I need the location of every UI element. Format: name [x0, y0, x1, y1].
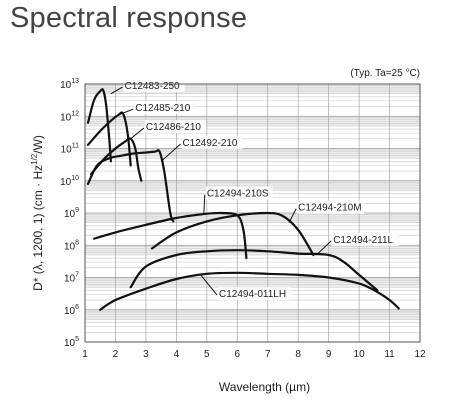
- leader-line-c12494-011lh: [200, 274, 218, 296]
- annotation-label-c12485-210: C12485-210: [135, 103, 190, 114]
- condition-note: (Typ. Ta=25 °C): [350, 68, 420, 79]
- y-tick-label: 1010: [60, 175, 79, 188]
- x-tick-label: 4: [174, 349, 180, 360]
- y-tick-exp: 8: [75, 239, 79, 246]
- series-line-c12486-210: [90, 137, 143, 182]
- y-tick-exp: 13: [71, 78, 79, 85]
- x-tick-label: 5: [204, 349, 210, 360]
- y-axis-label-post: , 1200, 1) (cm · Hz: [31, 165, 45, 264]
- x-tick-label: 7: [265, 349, 271, 360]
- y-tick-base: 10: [64, 241, 76, 252]
- annotation-label-c12486-210: C12486-210: [146, 122, 201, 133]
- annotation-bg-c12485-210: [134, 101, 196, 115]
- series-line-c12492-210: [86, 149, 175, 223]
- y-axis-label: D* (λ, 1200, 1) (cm · Hz1/2/W): [30, 135, 45, 291]
- annotation-label-c12483-250: C12483-250: [125, 81, 180, 92]
- x-tick-label: 11: [384, 349, 395, 360]
- y-tick-label: 1013: [60, 78, 79, 91]
- annotation-bg-c12494-210m: [297, 200, 365, 214]
- annotation-bg-c12492-210: [181, 136, 243, 150]
- annotation-label-c12492-210: C12492-210: [182, 138, 237, 149]
- series-line-c12494-011lh: [99, 271, 400, 311]
- leader-line-c12494-210m: [288, 208, 297, 223]
- y-tick-base: 10: [64, 209, 76, 220]
- y-tick-base: 10: [61, 145, 73, 156]
- y-tick-label: 1012: [60, 110, 79, 123]
- y-axis-label-lambda: λ: [31, 264, 45, 270]
- annotation-bg-c12494-211l: [332, 232, 400, 246]
- y-tick-label: 107: [64, 272, 79, 285]
- y-tick-exp: 11: [72, 143, 79, 150]
- x-tick-label: 10: [354, 349, 366, 360]
- leader-line-c12494-210s: [203, 194, 206, 215]
- y-tick-label: 1011: [61, 143, 79, 156]
- y-tick-base: 10: [60, 80, 72, 91]
- y-tick-exp: 12: [71, 110, 79, 117]
- x-axis-label: Wavelength (µm): [219, 380, 310, 394]
- axes: 1 2 3 4 5 6 7 8 9 10 11 121051061071081091010101110…: [60, 78, 426, 360]
- page-title: Spectral response: [10, 2, 248, 34]
- annotation-layer: C12483-250 C12485-210 C12486-210 C12492-210…: [110, 79, 400, 301]
- x-tick-label: 6: [234, 349, 240, 360]
- y-tick-exp: 5: [75, 336, 79, 343]
- x-tick-label: 9: [326, 349, 332, 360]
- annotation-bg-c12494-210s: [205, 186, 273, 200]
- annotation-bg-c12486-210: [144, 119, 206, 133]
- series-line-c12494-210s: [93, 211, 248, 260]
- series-line-c12494-210m: [150, 211, 315, 257]
- y-axis-label-end: /W): [31, 135, 45, 154]
- y-tick-base: 10: [64, 338, 76, 349]
- y-axis-label-sup: 1/2: [30, 153, 39, 165]
- x-tick-label: 8: [295, 349, 301, 360]
- leader-line-c12492-210: [160, 143, 181, 162]
- y-tick-label: 109: [64, 207, 79, 220]
- x-tick-label: 3: [143, 349, 149, 360]
- series-line-c12494-211l: [129, 249, 379, 292]
- leader-line-c12486-210: [130, 127, 145, 140]
- series-line-c12483-250: [86, 88, 112, 163]
- y-tick-exp: 10: [71, 175, 79, 182]
- annotation-bg-c12483-250: [123, 79, 185, 93]
- y-tick-label: 105: [64, 336, 79, 349]
- y-tick-label: 108: [64, 239, 79, 252]
- annotation-label-c12494-210m: C12494-210M: [298, 203, 361, 214]
- leader-line-c12483-250: [110, 86, 123, 95]
- y-tick-exp: 6: [75, 304, 79, 311]
- annotation-bg-c12494-011lh: [218, 287, 291, 301]
- series-lines: [86, 88, 400, 311]
- y-tick-base: 10: [60, 177, 72, 188]
- annotation-label-c12494-211l: C12494-211L: [333, 235, 393, 246]
- y-tick-base: 10: [60, 112, 72, 123]
- x-tick-label: 2: [113, 349, 119, 360]
- y-tick-base: 10: [64, 274, 76, 285]
- y-tick-exp: 9: [75, 207, 79, 214]
- annotation-label-c12494-210s: C12494-210S: [207, 189, 269, 200]
- plot-border: [84, 83, 421, 343]
- leader-line-c12494-211l: [316, 240, 332, 256]
- leader-line-c12485-210: [118, 108, 134, 116]
- y-tick-exp: 7: [75, 272, 79, 279]
- annotation-label-c12494-011lh: C12494-011LH: [219, 289, 286, 300]
- y-axis-label-pre: D* (: [31, 270, 45, 291]
- y-tick-label: 106: [64, 304, 79, 317]
- x-tick-label: 1: [82, 349, 88, 360]
- x-tick-label: 12: [414, 349, 426, 360]
- y-tick-base: 10: [64, 306, 76, 317]
